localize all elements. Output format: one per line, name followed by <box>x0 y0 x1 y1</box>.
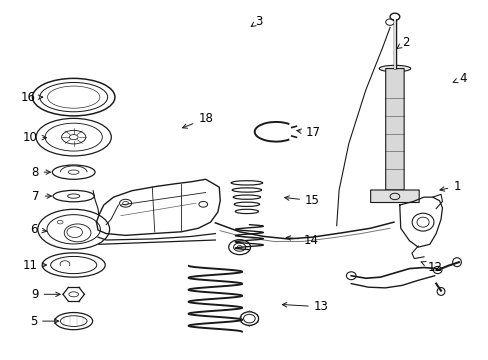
FancyBboxPatch shape <box>370 190 418 203</box>
Text: 17: 17 <box>296 126 320 139</box>
Text: 1: 1 <box>439 180 460 193</box>
Text: 8: 8 <box>31 166 50 179</box>
Text: 15: 15 <box>284 194 319 207</box>
Text: 16: 16 <box>21 91 42 104</box>
Text: 2: 2 <box>396 36 408 49</box>
Text: 13: 13 <box>282 300 328 313</box>
Text: 14: 14 <box>285 234 318 247</box>
Text: 6: 6 <box>30 223 46 236</box>
Text: 7: 7 <box>32 190 51 203</box>
FancyBboxPatch shape <box>385 68 403 190</box>
Text: 3: 3 <box>251 14 262 27</box>
Text: 5: 5 <box>30 315 59 328</box>
Text: 11: 11 <box>22 258 46 271</box>
Text: 12: 12 <box>420 261 441 274</box>
Text: 10: 10 <box>22 131 46 144</box>
Text: 18: 18 <box>182 112 213 128</box>
Text: 9: 9 <box>31 288 60 301</box>
Text: 4: 4 <box>452 72 466 85</box>
Ellipse shape <box>378 65 410 72</box>
